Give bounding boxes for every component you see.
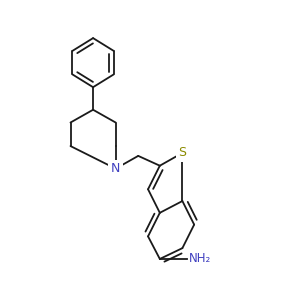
Text: S: S: [178, 146, 186, 159]
Text: NH₂: NH₂: [189, 252, 212, 266]
Text: N: N: [111, 162, 120, 175]
